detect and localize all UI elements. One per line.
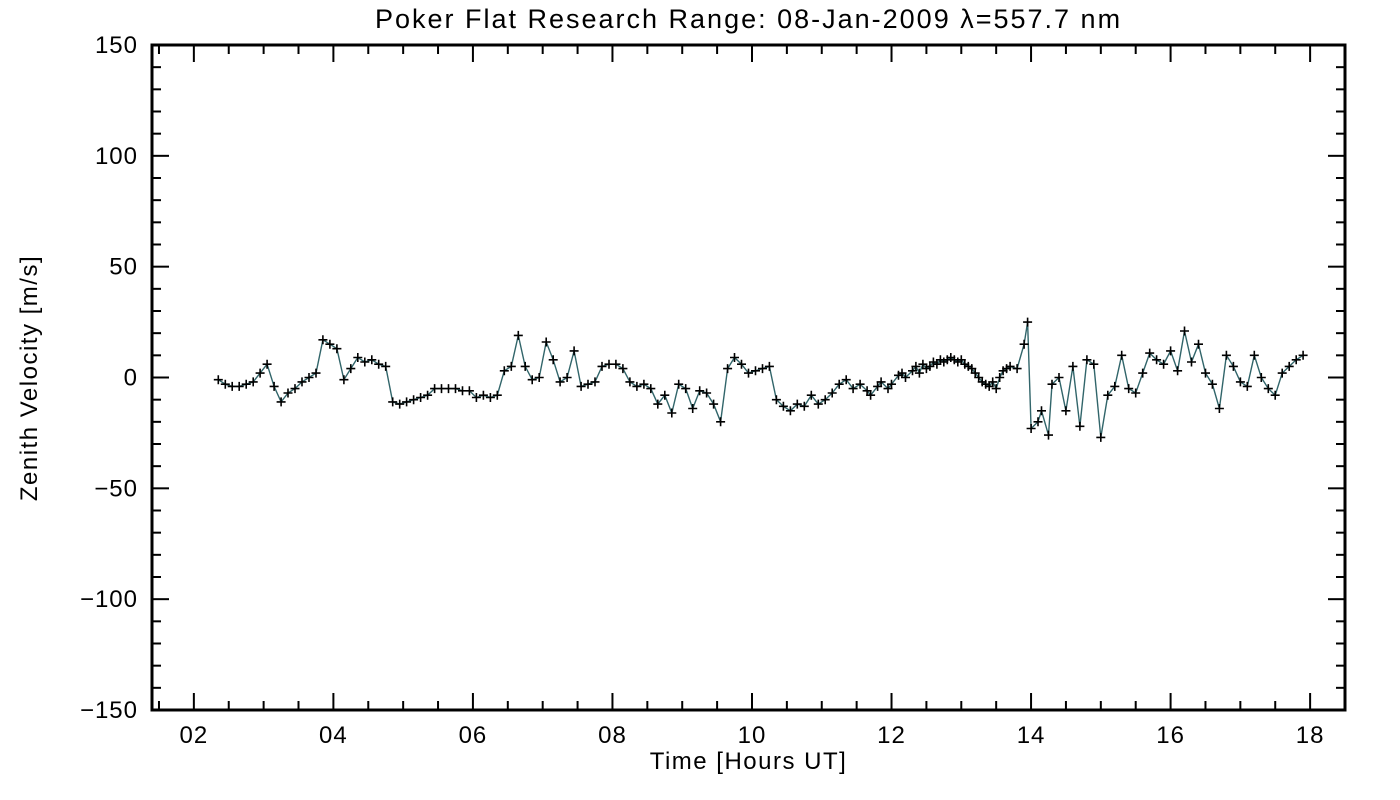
svg-text:12: 12: [877, 722, 906, 749]
svg-text:16: 16: [1156, 722, 1185, 749]
svg-text:0: 0: [124, 365, 138, 392]
svg-text:−150: −150: [80, 697, 138, 724]
svg-text:08: 08: [598, 722, 627, 749]
svg-text:14: 14: [1017, 722, 1046, 749]
chart-title: Poker Flat Research Range: 08-Jan-2009 λ…: [374, 4, 1123, 34]
svg-text:150: 150: [95, 32, 138, 59]
y-axis-label: Zenith Velocity [m/s]: [16, 254, 43, 502]
svg-text:−50: −50: [94, 475, 138, 502]
svg-text:06: 06: [459, 722, 488, 749]
svg-text:−100: −100: [80, 586, 138, 613]
svg-text:50: 50: [109, 254, 138, 281]
svg-text:100: 100: [95, 143, 138, 170]
x-axis-label: Time [Hours UT]: [649, 748, 848, 775]
svg-text:18: 18: [1296, 722, 1325, 749]
svg-text:10: 10: [738, 722, 767, 749]
data-markers: [213, 317, 1308, 442]
svg-text:04: 04: [319, 722, 348, 749]
svg-text:02: 02: [180, 722, 209, 749]
data-line: [217, 321, 1304, 438]
